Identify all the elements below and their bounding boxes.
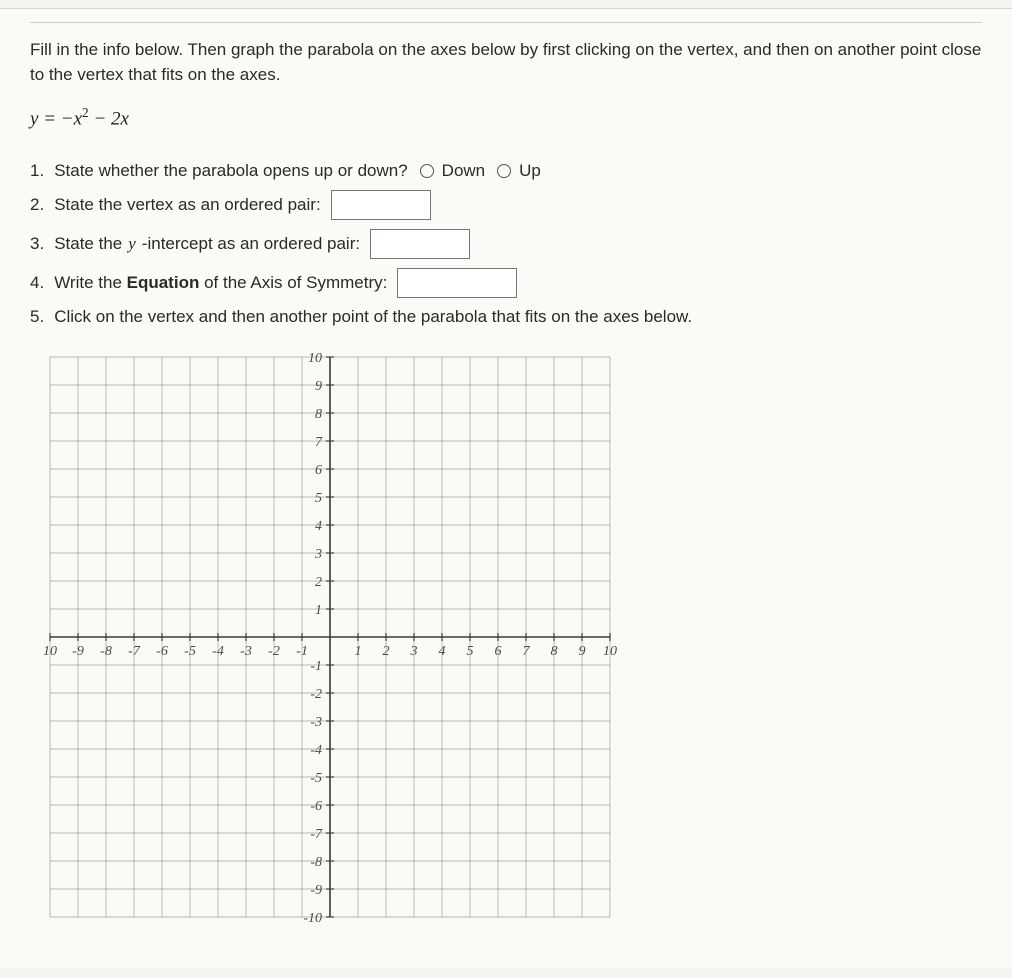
svg-text:5: 5 xyxy=(467,644,474,659)
svg-text:4: 4 xyxy=(439,644,446,659)
svg-text:-5: -5 xyxy=(184,644,196,659)
svg-text:6: 6 xyxy=(495,644,502,659)
question-3: 3. State the y -intercept as an ordered p… xyxy=(30,229,982,259)
q5-num: 5. xyxy=(30,307,44,327)
svg-text:-2: -2 xyxy=(310,687,322,702)
question-2: 2. State the vertex as an ordered pair: xyxy=(30,190,982,220)
svg-text:-6: -6 xyxy=(310,799,322,814)
question-5: 5. Click on the vertex and then another … xyxy=(30,307,982,327)
q5-text: Click on the vertex and then another poi… xyxy=(54,307,692,327)
q2-text: State the vertex as an ordered pair: xyxy=(54,195,321,215)
svg-text:-9: -9 xyxy=(310,883,322,898)
svg-text:3: 3 xyxy=(410,644,418,659)
svg-text:10: 10 xyxy=(308,351,322,366)
svg-text:-4: -4 xyxy=(212,644,224,659)
question-list: 1. State whether the parabola opens up o… xyxy=(30,161,982,327)
q2-num: 2. xyxy=(30,195,44,215)
eq-sign: = xyxy=(38,109,60,130)
svg-text:-3: -3 xyxy=(240,644,252,659)
question-4: 4. Write the Equation of the Axis of Sym… xyxy=(30,268,982,298)
q1-num: 1. xyxy=(30,161,44,181)
axis-symmetry-input[interactable] xyxy=(397,268,517,298)
svg-text:5: 5 xyxy=(315,491,322,506)
question-1: 1. State whether the parabola opens up o… xyxy=(30,161,982,181)
yintercept-input[interactable] xyxy=(370,229,470,259)
instruction-text: Fill in the info below. Then graph the p… xyxy=(30,38,982,87)
worksheet-page: Fill in the info below. Then graph the p… xyxy=(0,8,1012,968)
q4-text-c: of the Axis of Symmetry: xyxy=(199,273,387,292)
q4-num: 4. xyxy=(30,273,44,293)
svg-text:-7: -7 xyxy=(128,644,141,659)
svg-text:-4: -4 xyxy=(310,743,322,758)
svg-text:-9: -9 xyxy=(72,644,84,659)
graph-area[interactable]: 10 -9 -8 -7 -6 -5 -4 -3 -2 -1 1 2 3 4 5 6 7 8 9 10 1 2 3 4 5 6 7 8 9… xyxy=(30,347,982,927)
q4-text-a: Write the xyxy=(54,273,126,292)
coordinate-grid[interactable]: 10 -9 -8 -7 -6 -5 -4 -3 -2 -1 1 2 3 4 5 6 7 8 9 10 1 2 3 4 5 6 7 8 9… xyxy=(30,347,650,927)
svg-text:-8: -8 xyxy=(100,644,112,659)
eq-rhs-suf: − 2x xyxy=(89,109,129,130)
opt-down-label: Down xyxy=(442,161,485,181)
eq-rhs-pre: −x xyxy=(61,109,82,130)
q3-yvar: y xyxy=(128,234,136,254)
svg-text:-6: -6 xyxy=(156,644,168,659)
svg-text:4: 4 xyxy=(315,519,322,534)
eq-exp: 2 xyxy=(82,105,89,120)
svg-text:-10: -10 xyxy=(303,911,322,926)
svg-text:7: 7 xyxy=(523,644,531,659)
q4-text-b: Equation xyxy=(127,273,200,292)
svg-text:-2: -2 xyxy=(268,644,280,659)
vertex-input[interactable] xyxy=(331,190,431,220)
svg-text:-8: -8 xyxy=(310,855,322,870)
svg-text:-1: -1 xyxy=(296,644,308,659)
svg-text:9: 9 xyxy=(579,644,586,659)
svg-text:9: 9 xyxy=(315,379,322,394)
svg-text:10: 10 xyxy=(603,644,617,659)
equation-display: y = −x2 − 2x xyxy=(30,105,982,130)
svg-text:-7: -7 xyxy=(310,827,323,842)
svg-text:2: 2 xyxy=(315,575,322,590)
svg-text:-1: -1 xyxy=(310,659,322,674)
svg-text:1: 1 xyxy=(315,603,322,618)
svg-text:8: 8 xyxy=(551,644,558,659)
svg-text:2: 2 xyxy=(383,644,390,659)
divider xyxy=(30,19,982,23)
svg-text:3: 3 xyxy=(314,547,322,562)
svg-text:7: 7 xyxy=(315,435,323,450)
opt-up-label: Up xyxy=(519,161,541,181)
svg-text:1: 1 xyxy=(355,644,362,659)
svg-text:6: 6 xyxy=(315,463,322,478)
svg-text:-3: -3 xyxy=(310,715,322,730)
q3-prefix: State the xyxy=(54,234,122,254)
q3-num: 3. xyxy=(30,234,44,254)
q3-suffix: -intercept as an ordered pair: xyxy=(142,234,360,254)
svg-text:10: 10 xyxy=(43,644,57,659)
q1-text: State whether the parabola opens up or d… xyxy=(54,161,407,181)
radio-up[interactable] xyxy=(497,164,511,178)
radio-down[interactable] xyxy=(420,164,434,178)
svg-text:8: 8 xyxy=(315,407,322,422)
svg-text:-5: -5 xyxy=(310,771,322,786)
